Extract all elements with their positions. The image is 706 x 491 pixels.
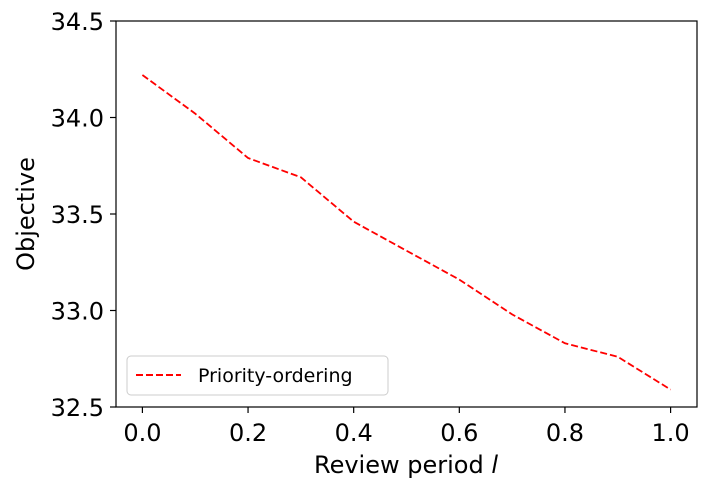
x-tick-label: 0.0: [123, 419, 161, 447]
y-tick-label: 32.5: [51, 394, 104, 422]
series-line-priority-ordering: [141, 74, 672, 391]
y-axis-ticks: 32.5 33.0 33.5 34.0 34.5: [51, 8, 116, 422]
y-tick-label: 34.5: [51, 8, 104, 36]
x-axis-title: Review period l: [314, 451, 498, 479]
x-axis-title-symbol: l: [491, 451, 498, 479]
x-tick-label: 0.6: [440, 419, 478, 447]
x-tick-label: 0.8: [546, 419, 584, 447]
x-tick-label: 1.0: [652, 419, 690, 447]
legend-label-priority-ordering: Priority-ordering: [198, 365, 353, 387]
legend-box: [126, 355, 389, 396]
plot-area-frame: [115, 20, 698, 408]
y-tick-label: 34.0: [51, 105, 104, 133]
x-tick-label: 0.4: [335, 419, 373, 447]
series-layer: [141, 74, 672, 391]
y-axis-title: Objective: [12, 157, 40, 271]
x-tick-label: 0.2: [229, 419, 267, 447]
y-tick-label: 33.0: [51, 298, 104, 326]
y-tick-label: 33.5: [51, 201, 104, 229]
legend: Priority-ordering: [126, 355, 389, 396]
x-axis-title-text: Review period: [314, 451, 484, 479]
x-axis-ticks: 0.0 0.2 0.4 0.6 0.8 1.0: [123, 407, 690, 447]
